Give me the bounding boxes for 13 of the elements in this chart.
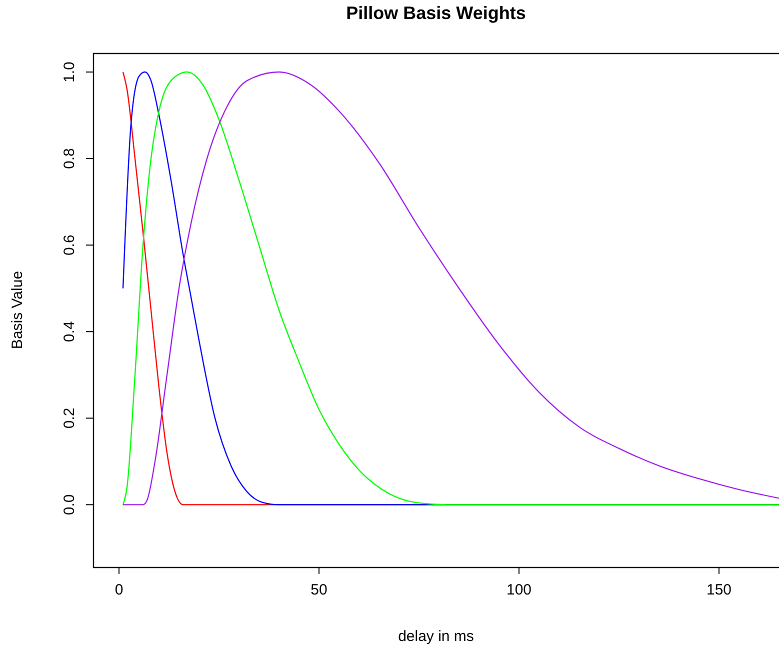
y-tick-label: 0.2 bbox=[61, 408, 78, 429]
x-axis-title: delay in ms bbox=[397, 628, 475, 645]
y-tick-label: 0.0 bbox=[61, 494, 78, 516]
y-tick-label: 0.8 bbox=[61, 148, 78, 169]
chart-title: Pillow Basis Weights bbox=[345, 2, 527, 25]
x-tick-label: 50 bbox=[310, 582, 328, 599]
y-tick-label: 0.4 bbox=[61, 321, 78, 342]
y-tick-label: 0.6 bbox=[61, 234, 78, 256]
x-tick-label: 150 bbox=[706, 582, 732, 599]
y-tick-label: 1.0 bbox=[61, 62, 78, 82]
x-tick-label: 0 bbox=[114, 582, 124, 599]
x-tick-label: 100 bbox=[506, 582, 532, 599]
y-axis-title: Basis Value bbox=[8, 270, 27, 352]
